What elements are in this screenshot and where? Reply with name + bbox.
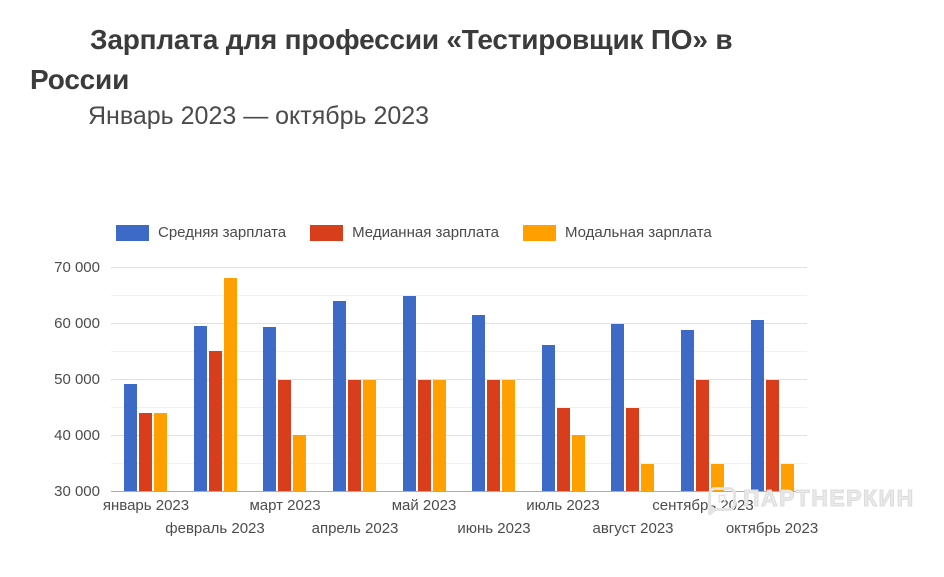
plot-area <box>111 267 807 492</box>
bar-median[interactable] <box>626 408 640 491</box>
gridline-major <box>111 379 807 380</box>
x-axis-label: март 2023 <box>249 497 321 514</box>
bar-average[interactable] <box>402 296 416 491</box>
bar-group <box>459 267 529 491</box>
bar-average[interactable] <box>263 327 277 491</box>
gridline-minor <box>111 295 807 296</box>
bar-average[interactable] <box>750 320 764 491</box>
bar-median[interactable] <box>696 380 710 491</box>
x-axis-label: апрель 2023 <box>311 520 399 537</box>
bar-group <box>181 267 251 491</box>
bar-modal[interactable] <box>641 464 655 491</box>
y-axis-label: 60 000 <box>54 315 100 332</box>
bar-modal[interactable] <box>223 278 237 491</box>
bar-group <box>598 267 668 491</box>
bar-median[interactable] <box>487 380 501 491</box>
bar-modal[interactable] <box>571 435 585 491</box>
y-axis-label: 40 000 <box>54 427 100 444</box>
bar-group <box>320 267 390 491</box>
bar-group <box>668 267 738 491</box>
bar-modal[interactable] <box>154 413 168 491</box>
x-axis-label: сентябрь 2023 <box>652 497 754 514</box>
bar-group <box>737 267 807 491</box>
legend-label-median: Медианная зарплата <box>352 224 499 241</box>
gridline-major <box>111 491 807 492</box>
x-axis-label: февраль 2023 <box>165 520 265 537</box>
y-axis-label: 50 000 <box>54 371 100 388</box>
legend-item-median: Медианная зарплата <box>310 224 499 241</box>
bar-modal[interactable] <box>363 380 377 491</box>
bar-modal[interactable] <box>711 464 725 491</box>
bar-average[interactable] <box>193 326 207 491</box>
gridline-minor <box>111 463 807 464</box>
x-axis-label: июнь 2023 <box>457 520 531 537</box>
legend-item-average: Средняя зарплата <box>116 224 286 241</box>
bar-median[interactable] <box>765 380 779 491</box>
legend-item-modal: Модальная зарплата <box>522 224 712 241</box>
bar-modal[interactable] <box>502 380 516 491</box>
gridline-minor <box>111 407 807 408</box>
bar-average[interactable] <box>124 384 138 491</box>
bar-modal[interactable] <box>780 464 794 491</box>
x-axis-label: октябрь 2023 <box>725 520 819 537</box>
bar-group <box>250 267 320 491</box>
bar-average[interactable] <box>681 330 695 491</box>
bar-average[interactable] <box>472 315 486 491</box>
legend-swatch-average <box>116 224 149 241</box>
bar-median[interactable] <box>278 380 292 491</box>
bar-average[interactable] <box>541 345 555 491</box>
gridline-major <box>111 323 807 324</box>
bar-modal[interactable] <box>432 380 446 491</box>
bar-median[interactable] <box>556 408 570 491</box>
legend-swatch-modal <box>522 224 556 241</box>
bar-average[interactable] <box>333 301 347 491</box>
gridline-major <box>111 435 807 436</box>
gridline-major <box>111 267 807 268</box>
bar-median[interactable] <box>348 380 362 491</box>
chart-subtitle: Январь 2023 — октябрь 2023 <box>88 102 430 130</box>
legend: Средняя зарплата Медианная зарплата Модаль… <box>116 224 712 241</box>
gridline-minor <box>111 351 807 352</box>
bar-group <box>389 267 459 491</box>
bar-group <box>529 267 599 491</box>
x-axis-label: август 2023 <box>592 520 674 537</box>
bar-median[interactable] <box>208 351 222 491</box>
legend-swatch-median <box>310 224 344 241</box>
legend-label-modal: Модальная зарплата <box>564 224 712 241</box>
y-axis-label: 30 000 <box>54 483 100 500</box>
bar-median[interactable] <box>417 380 431 491</box>
bar-average[interactable] <box>611 324 625 491</box>
chart-title: Зарплата для профессии «Тестировщик ПО» … <box>30 24 733 95</box>
y-axis-label: 70 000 <box>54 259 100 276</box>
legend-label-average: Средняя зарплата <box>158 224 287 241</box>
bar-modal[interactable] <box>293 435 307 491</box>
x-axis-label: май 2023 <box>391 497 457 514</box>
bar-median[interactable] <box>139 413 153 491</box>
bar-group <box>111 267 181 491</box>
x-axis-label: июль 2023 <box>526 497 600 514</box>
x-axis-label: январь 2023 <box>102 497 190 514</box>
